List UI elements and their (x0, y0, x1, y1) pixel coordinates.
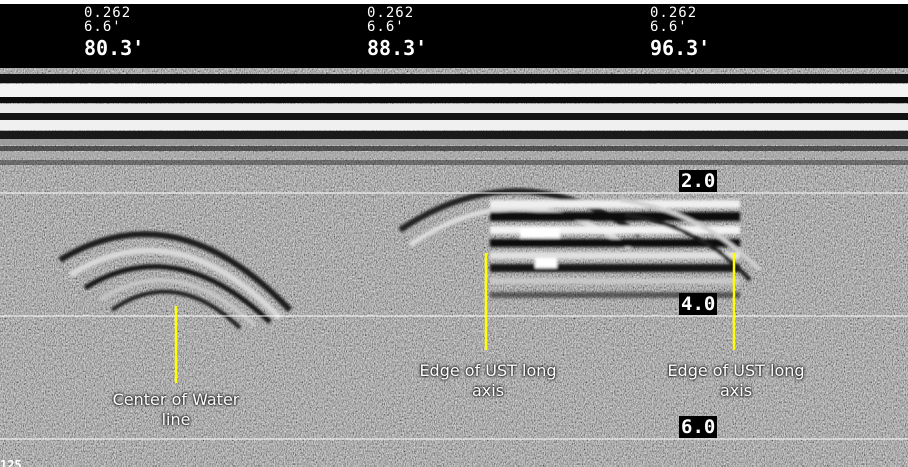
radargram-image (0, 68, 908, 467)
distance-marker: 0.262 6.6' 80.3' (84, 6, 144, 58)
top-border (0, 0, 908, 4)
annotation-center-water-line: Center of Water line (112, 390, 240, 429)
annotation-ust-edge: Edge of UST long axis (667, 361, 805, 400)
depth-label: 6.0 (679, 416, 718, 438)
annotation-ust-edge: Edge of UST long axis (419, 361, 557, 400)
water-line-hyperbola (58, 231, 293, 330)
depth-gridlines (0, 192, 908, 440)
marker-depth: 6.6' (367, 19, 405, 35)
depth-label: 2.0 (679, 170, 718, 192)
distance-marker: 0.262 6.6' 88.3' (367, 6, 427, 58)
surface-reflection-bands (0, 74, 908, 165)
annotation-lines (174, 253, 736, 383)
depth-label: 4.0 (679, 293, 718, 315)
distance-header: 0.262 6.6' 80.3' 0.262 6.6' 88.3' 0.262 … (0, 4, 908, 68)
marker-value: 0.262 (84, 5, 132, 21)
marker-distance: 96.3' (650, 36, 711, 60)
marker-value: 0.262 (650, 5, 698, 21)
distance-marker: 0.262 6.6' 96.3' (650, 6, 710, 58)
marker-depth: 6.6' (650, 19, 688, 35)
marker-value: 0.262 (367, 5, 415, 21)
marker-distance: 88.3' (367, 36, 428, 60)
marker-depth: 6.6' (84, 19, 122, 35)
marker-distance: 80.3' (84, 36, 145, 60)
ust-reflections (398, 188, 762, 298)
corner-label: 125 (0, 459, 22, 467)
